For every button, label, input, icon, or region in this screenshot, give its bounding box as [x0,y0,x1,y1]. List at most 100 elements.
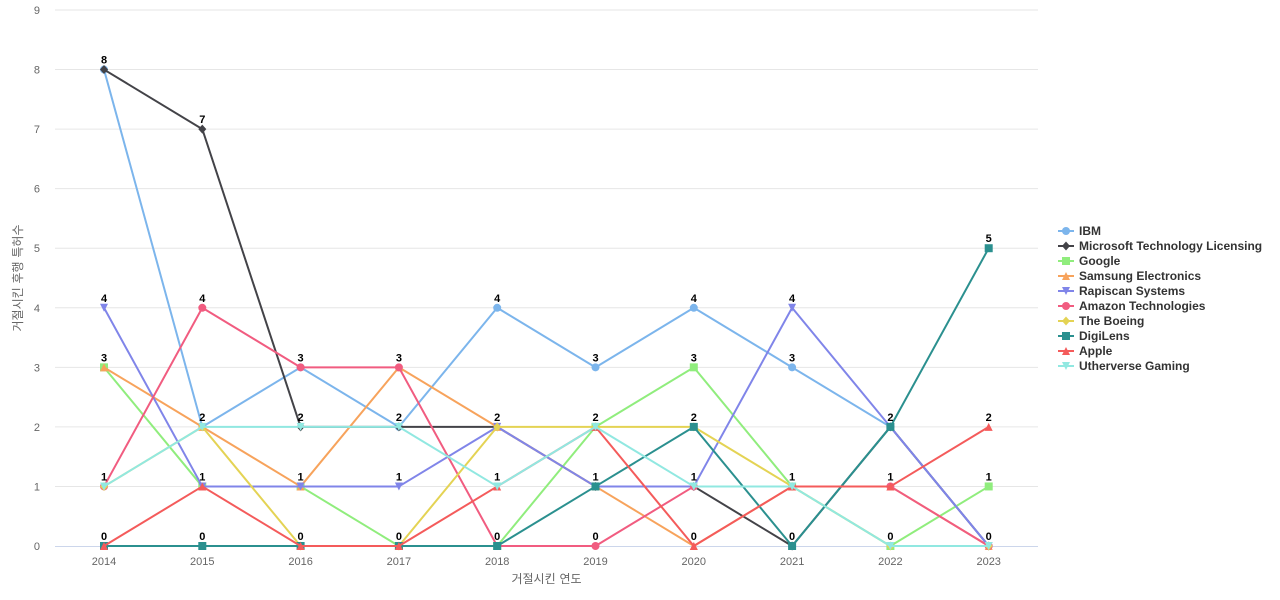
legend-item[interactable]: IBM [1058,224,1101,238]
y-tick-label: 7 [34,124,40,136]
legend-item[interactable]: Microsoft Technology Licensing [1058,239,1262,253]
legend-marker[interactable] [1062,302,1070,310]
x-tick-label: 2022 [878,556,902,568]
data-point[interactable] [591,482,600,491]
data-point[interactable] [100,363,108,372]
data-point[interactable] [689,363,698,372]
y-tick-label: 5 [34,243,40,255]
data-label: 3 [101,352,107,364]
legend-item[interactable]: The Boeing [1058,314,1144,328]
data-point[interactable] [394,422,403,431]
legend-marker[interactable] [1062,287,1070,295]
x-tick-label: 2014 [92,556,116,568]
series-layer [100,65,993,551]
data-point[interactable] [984,542,993,550]
x-tick-label: 2023 [976,556,1000,568]
data-point[interactable] [493,303,502,312]
legend-item[interactable]: Utherverse Gaming [1058,359,1190,373]
data-point[interactable] [886,542,895,550]
data-point[interactable] [198,542,207,550]
data-point[interactable] [394,482,403,491]
data-point[interactable] [198,303,207,312]
data-label: 3 [396,352,402,364]
legend-marker[interactable] [1062,316,1070,326]
data-point[interactable] [788,303,797,312]
data-label: 1 [101,471,107,483]
legend-marker[interactable] [1062,272,1070,280]
series-utherverse-gaming [100,422,993,550]
data-point[interactable] [591,363,600,372]
y-axis-ticks: 0 1 2 3 4 5 6 7 8 9 [34,5,40,553]
x-axis-ticks: 2014 2015 2016 2017 2018 2019 2020 2021 2022 2023 [92,556,1001,568]
legend-label: Rapiscan Systems [1079,284,1185,298]
data-point[interactable] [394,542,403,550]
legend-label: Amazon Technologies [1079,299,1206,313]
legend-marker[interactable] [1062,241,1070,251]
data-point[interactable] [493,542,502,550]
data-label: 4 [101,293,108,305]
data-point[interactable] [493,422,502,432]
data-point[interactable] [198,124,207,134]
data-label: 0 [592,531,598,543]
data-point[interactable] [689,542,698,550]
data-point[interactable] [984,482,993,491]
data-point[interactable] [493,482,502,491]
data-label: 7 [199,114,205,126]
series-line [103,247,990,547]
series-line [103,68,990,547]
data-label: 4 [691,293,698,305]
x-axis-title: 거절시킨 연도 [511,572,581,586]
legend-item[interactable]: Samsung Electronics [1058,269,1201,283]
legend-item[interactable]: Amazon Technologies [1058,299,1206,313]
y-tick-label: 0 [34,541,40,553]
data-label: 0 [494,531,500,543]
y-tick-label: 1 [34,481,40,493]
legend-marker[interactable] [1062,332,1070,340]
data-label: 3 [298,352,304,364]
data-point[interactable] [198,482,207,491]
data-point[interactable] [591,422,600,431]
data-point[interactable] [788,542,797,550]
data-point[interactable] [296,422,305,431]
legend-item[interactable]: Rapiscan Systems [1058,284,1185,298]
data-point[interactable] [394,363,403,372]
legend-marker[interactable] [1062,227,1070,235]
legend-marker[interactable] [1062,362,1070,370]
data-point[interactable] [100,482,108,491]
data-point[interactable] [689,303,698,312]
data-point[interactable] [198,422,207,431]
legend-item[interactable]: Apple [1058,344,1113,358]
legend-item[interactable]: DigiLens [1058,329,1130,343]
legend-label: DigiLens [1079,329,1130,343]
data-point[interactable] [100,65,108,75]
legend-label: Samsung Electronics [1079,269,1201,283]
data-point[interactable] [984,244,993,253]
legend-label: The Boeing [1079,314,1144,328]
data-point[interactable] [984,422,993,431]
x-tick-label: 2021 [780,556,804,568]
data-point[interactable] [296,363,305,372]
legend-marker[interactable] [1062,257,1070,265]
legend-marker[interactable] [1062,347,1070,355]
data-label: 0 [691,531,697,543]
data-label: 1 [494,471,500,483]
legend-label: IBM [1079,224,1101,238]
data-point[interactable] [100,542,108,550]
data-point[interactable] [689,422,698,431]
data-point[interactable] [100,303,108,312]
data-point[interactable] [591,542,600,550]
data-point[interactable] [296,542,305,550]
y-axis-title: 거절시킨 후행 특허수 [10,225,25,332]
data-point[interactable] [886,422,895,431]
series-digilens [100,244,993,550]
data-point[interactable] [788,482,797,491]
data-label: 1 [887,471,893,483]
legend-item[interactable]: Google [1058,254,1121,268]
data-point[interactable] [886,482,895,491]
x-tick-label: 2015 [190,556,214,568]
data-label: 1 [298,471,304,483]
data-point[interactable] [788,363,797,372]
data-point[interactable] [296,482,305,491]
data-point[interactable] [689,482,698,491]
